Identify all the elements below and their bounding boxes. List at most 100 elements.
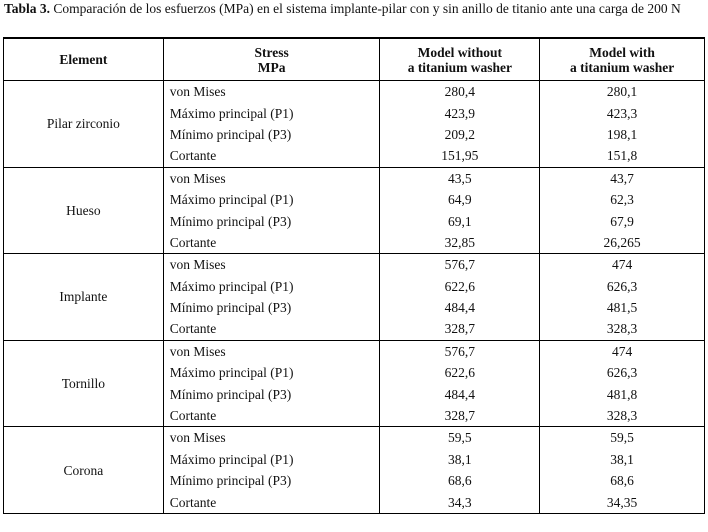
table-row: Máximo principal (P1) 423,9 423,3 <box>4 102 705 124</box>
value-without-cell: 484,4 <box>379 383 541 405</box>
header-row: Element Stress MPa Model without a titaniu… <box>3 37 705 81</box>
value-with-cell: 423,3 <box>539 102 705 124</box>
stress-cell: Mínimo principal (P3) <box>162 123 381 146</box>
value-without-cell: 622,6 <box>379 275 541 297</box>
header-text: Stress <box>254 44 289 60</box>
stress-cell: Cortante <box>162 491 381 514</box>
stress-cell: von Mises <box>162 339 381 363</box>
stress-cell: Cortante <box>162 231 381 255</box>
table-row: Mínimo principal (P3) 209,2 198,1 <box>4 123 705 146</box>
table-row: Cortante 328,7 328,3 <box>4 404 705 428</box>
value-without-cell: 68,6 <box>379 470 541 492</box>
value-without-cell: 32,85 <box>379 231 541 255</box>
header-cell: Model without a titanium washer <box>379 37 541 81</box>
header-text: Model without <box>417 44 502 60</box>
table-row: Máximo principal (P1) 622,6 626,3 <box>4 275 705 297</box>
element-cell: Implante <box>3 253 164 341</box>
header-text: MPa <box>257 59 286 75</box>
table-row: Cortante 34,3 34,35 <box>4 491 705 514</box>
value-without-cell: 622,6 <box>379 362 541 384</box>
element-cell: Corona <box>3 426 164 514</box>
stress-cell: Mínimo principal (P3) <box>162 470 381 492</box>
value-without-cell: 576,7 <box>379 253 541 276</box>
value-without-cell: 43,5 <box>379 166 541 189</box>
header-text: Element <box>59 52 108 67</box>
stress-table: Element Stress MPa Model without a titaniu… <box>3 37 705 514</box>
value-with-cell: 151,8 <box>539 145 705 168</box>
value-with-cell: 68,6 <box>539 470 705 492</box>
table-row: Mínimo principal (P3) 69,1 67,9 <box>4 210 705 232</box>
value-without-cell: 280,4 <box>379 80 541 103</box>
value-without-cell: 64,9 <box>379 188 541 211</box>
table-row: Implante von Mises 576,7 474 <box>3 253 705 341</box>
table-row: Hueso von Mises 43,5 43,7 <box>3 166 705 255</box>
stress-cell: Mínimo principal (P3) <box>162 296 381 319</box>
element-cell: Hueso <box>3 166 164 255</box>
stress-cell: Cortante <box>162 404 381 428</box>
stress-cell: Cortante <box>162 145 381 168</box>
value-with-cell: 626,3 <box>539 275 705 297</box>
value-without-cell: 328,7 <box>379 318 541 341</box>
value-with-cell: 280,1 <box>539 80 705 103</box>
table-row: Tornillo von Mises 576,7 474 <box>3 339 705 428</box>
value-with-cell: 59,5 <box>539 426 705 449</box>
value-with-cell: 67,9 <box>539 210 705 232</box>
stress-cell: Máximo principal (P1) <box>162 448 381 471</box>
header-cell: Model with a titanium washer <box>539 37 705 81</box>
value-without-cell: 69,1 <box>379 210 541 232</box>
stress-cell: Máximo principal (P1) <box>162 275 381 297</box>
stress-cell: Máximo principal (P1) <box>162 188 381 211</box>
stress-cell: Cortante <box>162 318 381 341</box>
table-body: Pilar zirconio von Mises 280,4 280,1 Máximo … <box>3 80 705 514</box>
stress-cell: Mínimo principal (P3) <box>162 210 381 232</box>
header-text: Model with <box>589 44 655 60</box>
table-row: Máximo principal (P1) 38,1 38,1 <box>4 448 705 471</box>
value-with-cell: 328,3 <box>539 404 705 428</box>
value-with-cell: 43,7 <box>539 166 705 189</box>
stress-cell: von Mises <box>162 166 381 189</box>
table-row: Pilar zirconio von Mises 280,4 280,1 <box>3 80 705 168</box>
header-cell: Stress MPa <box>162 37 381 81</box>
caption: Tabla 3. Comparación de los esfuerzos (M… <box>4 1 706 17</box>
value-with-cell: 26,265 <box>539 231 705 255</box>
table-row: Mínimo principal (P3) 484,4 481,8 <box>4 383 705 405</box>
value-without-cell: 38,1 <box>379 448 541 471</box>
stress-cell: Máximo principal (P1) <box>162 362 381 384</box>
value-with-cell: 198,1 <box>539 123 705 146</box>
table-row: Mínimo principal (P3) 68,6 68,6 <box>4 470 705 492</box>
value-without-cell: 151,95 <box>379 145 541 168</box>
header-cell: Element <box>3 37 164 81</box>
value-without-cell: 209,2 <box>379 123 541 146</box>
stress-cell: von Mises <box>162 80 381 103</box>
value-with-cell: 34,35 <box>539 491 705 514</box>
value-with-cell: 626,3 <box>539 362 705 384</box>
value-without-cell: 59,5 <box>379 426 541 449</box>
caption-text: Comparación de los esfuerzos (MPa) en el… <box>53 1 681 16</box>
value-without-cell: 576,7 <box>379 339 541 363</box>
value-with-cell: 481,8 <box>539 383 705 405</box>
header-text: a titanium washer <box>569 59 675 75</box>
value-with-cell: 38,1 <box>539 448 705 471</box>
value-with-cell: 474 <box>539 253 705 276</box>
element-cell: Pilar zirconio <box>3 80 164 168</box>
value-with-cell: 481,5 <box>539 296 705 319</box>
table-row: Cortante 328,7 328,3 <box>4 318 705 341</box>
value-without-cell: 484,4 <box>379 296 541 319</box>
value-with-cell: 62,3 <box>539 188 705 211</box>
table-row: Mínimo principal (P3) 484,4 481,5 <box>4 296 705 319</box>
stress-cell: Máximo principal (P1) <box>162 102 381 124</box>
caption-label: Tabla 3. <box>4 1 51 16</box>
table-row: Máximo principal (P1) 622,6 626,3 <box>4 362 705 384</box>
value-with-cell: 328,3 <box>539 318 705 341</box>
stress-cell: Mínimo principal (P3) <box>162 383 381 405</box>
value-without-cell: 423,9 <box>379 102 541 124</box>
stress-cell: von Mises <box>162 253 381 276</box>
stress-cell: von Mises <box>162 426 381 449</box>
element-cell: Tornillo <box>3 339 164 428</box>
table-row: Máximo principal (P1) 64,9 62,3 <box>4 188 705 211</box>
value-without-cell: 328,7 <box>379 404 541 428</box>
value-with-cell: 474 <box>539 339 705 363</box>
header-text: a titanium washer <box>407 59 512 75</box>
value-without-cell: 34,3 <box>379 491 541 514</box>
